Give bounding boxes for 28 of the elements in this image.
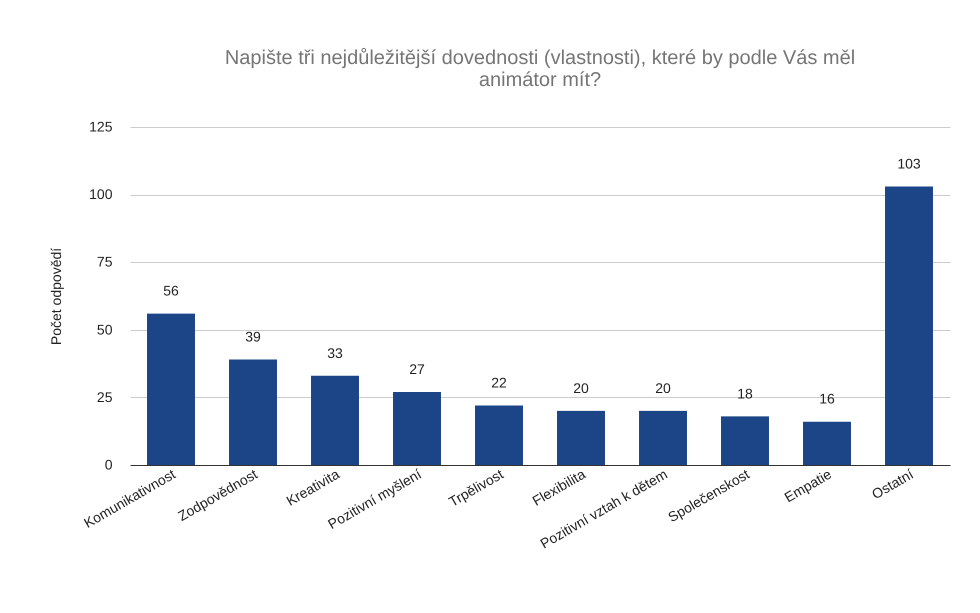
y-tick-label: 75 [96,254,113,270]
data-label: 20 [655,380,671,396]
bar [557,410,605,465]
data-label: 18 [737,385,753,402]
data-label: 33 [327,344,343,361]
bar [311,376,359,465]
chart-title: Napište tři nejdůležitější dovednosti (vlastnosti), které by podle Vás měl animátor mít? [224,47,856,91]
bar [229,360,277,465]
y-axis-title: Počet odpovědí [48,248,64,346]
data-label: 22 [491,374,507,391]
y-tick-label: 25 [96,388,113,405]
y-tick-label: 100 [89,186,113,202]
data-label: 103 [897,155,921,172]
bar [393,392,441,465]
data-label: 39 [245,328,261,345]
y-tick-label: 125 [89,118,113,134]
data-label: 20 [573,380,589,396]
bar [147,314,195,465]
bar [885,186,933,465]
bar [721,416,769,465]
data-label: 56 [163,282,179,299]
data-label: 16 [819,390,835,407]
data-label: 27 [409,360,425,377]
bar [639,410,687,465]
bar [475,406,523,465]
y-tick-label: 50 [96,321,113,338]
bar [803,422,851,465]
y-tick-label: 0 [104,456,113,472]
